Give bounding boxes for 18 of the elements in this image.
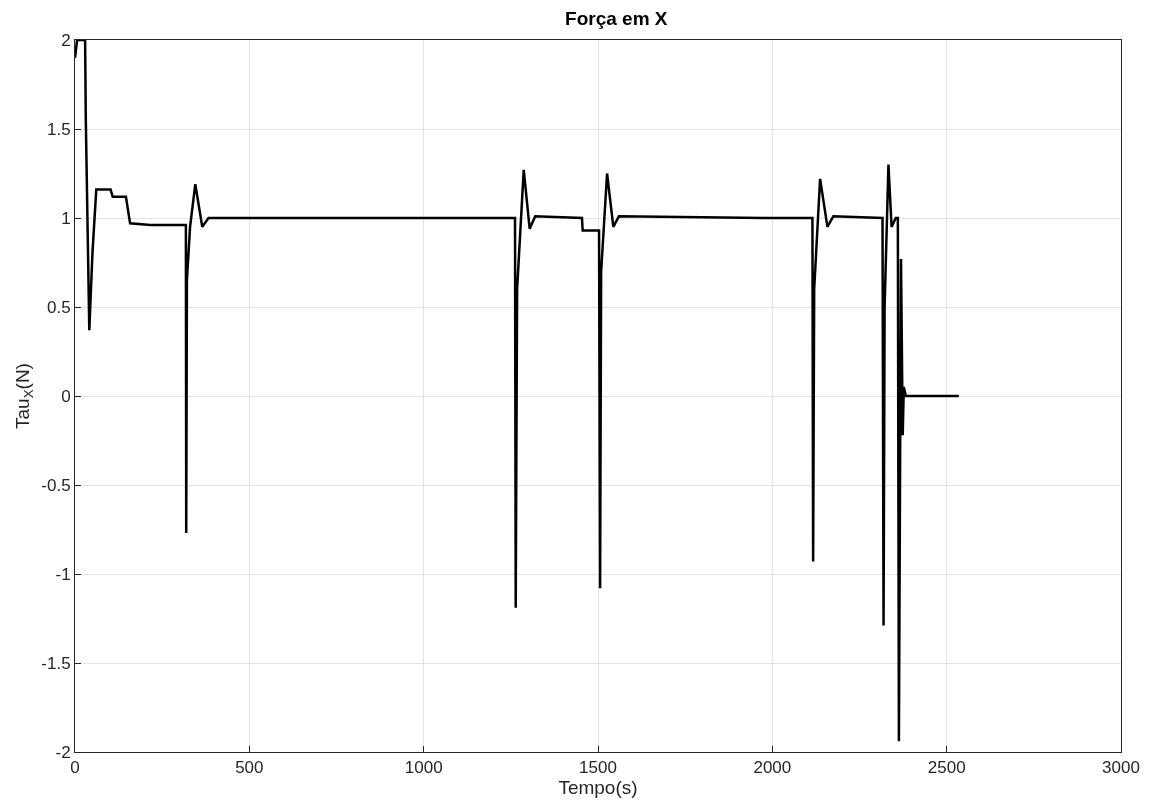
y-tick-label: -1 <box>55 564 71 584</box>
y-tick-label: -2 <box>55 742 71 762</box>
x-tick-label: 1000 <box>404 758 443 778</box>
y-tick-label: 2 <box>61 30 71 50</box>
x-axis-title: Tempo(s) <box>558 777 638 799</box>
y-tick-label: 0.5 <box>46 297 71 317</box>
y-tick-label: 1.5 <box>46 119 71 139</box>
y-tick-label: 0 <box>61 386 71 406</box>
y-tick-label: -0.5 <box>41 475 71 495</box>
x-tick-label: 500 <box>235 758 264 778</box>
y-tick-label: -1.5 <box>41 653 71 673</box>
x-tick-label: 2500 <box>927 758 966 778</box>
x-tick-label: 3000 <box>1102 758 1140 778</box>
x-tick-label: 1500 <box>579 758 617 778</box>
y-tick-label: 1 <box>61 208 71 228</box>
chart-title: Força em X <box>565 8 668 30</box>
x-tick-label: 2000 <box>753 758 792 778</box>
line-series <box>75 40 961 743</box>
